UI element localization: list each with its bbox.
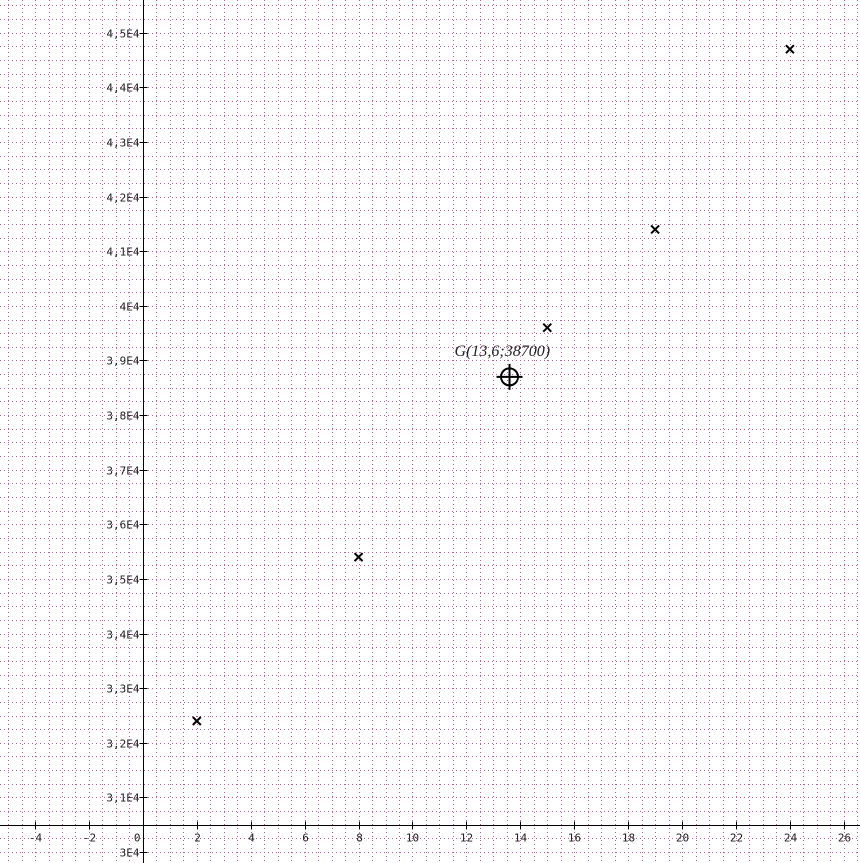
y-tick-label: 4,5E4 <box>106 28 139 41</box>
data-points <box>192 44 795 726</box>
x-tick-label: 4 <box>248 832 255 845</box>
data-point <box>542 323 552 333</box>
x-tick-label: 2 <box>194 832 201 845</box>
y-tick-label: 3,8E4 <box>106 410 139 423</box>
y-tick-label: 4E4 <box>120 301 140 314</box>
x-tick-label: 22 <box>730 832 743 845</box>
x-tick-label: 8 <box>356 832 363 845</box>
y-tick-label: 4,2E4 <box>106 192 139 205</box>
x-tick-label: 20 <box>676 832 689 845</box>
y-tick-label: 3,6E4 <box>106 519 139 532</box>
data-point <box>650 224 660 235</box>
tick-labels: -4 -2 0 2 4 6 8 10 12 14 16 18 20 22 24 263E43,1E43,2E4… <box>29 28 851 860</box>
data-point <box>785 44 795 54</box>
y-tick-label: 4,1E4 <box>106 246 139 259</box>
x-tick-label: 14 <box>514 832 528 845</box>
x-tick-label: 16 <box>568 832 581 845</box>
x-tick-label: -2 <box>83 832 96 845</box>
x-tick-label: 24 <box>784 832 798 845</box>
y-tick-label: 3E4 <box>120 847 140 860</box>
y-tick-label: 4,3E4 <box>106 137 139 150</box>
annotations: G(13,6;38700) <box>455 343 551 390</box>
y-tick-label: 3,4E4 <box>106 629 139 642</box>
y-tick-label: 3,1E4 <box>106 792 139 805</box>
y-tick-label: 3,2E4 <box>106 738 139 751</box>
data-point <box>192 716 202 726</box>
data-point <box>353 552 364 562</box>
x-tick-label: 12 <box>460 832 473 845</box>
x-tick-label: 10 <box>406 832 419 845</box>
x-tick-label: -4 <box>29 832 43 845</box>
y-tick-label: 4,4E4 <box>106 82 139 95</box>
centroid-label: G(13,6;38700) <box>455 343 551 360</box>
x-tick-label: 0 <box>134 832 141 845</box>
y-tick-label: 3,3E4 <box>106 683 139 696</box>
y-tick-label: 3,9E4 <box>106 355 139 368</box>
y-tick-label: 3,5E4 <box>106 574 139 587</box>
x-tick-label: 26 <box>838 832 851 845</box>
x-tick-label: 6 <box>302 832 309 845</box>
y-tick-label: 3,7E4 <box>106 465 139 478</box>
centroid-marker <box>496 363 523 390</box>
x-tick-label: 18 <box>622 832 635 845</box>
